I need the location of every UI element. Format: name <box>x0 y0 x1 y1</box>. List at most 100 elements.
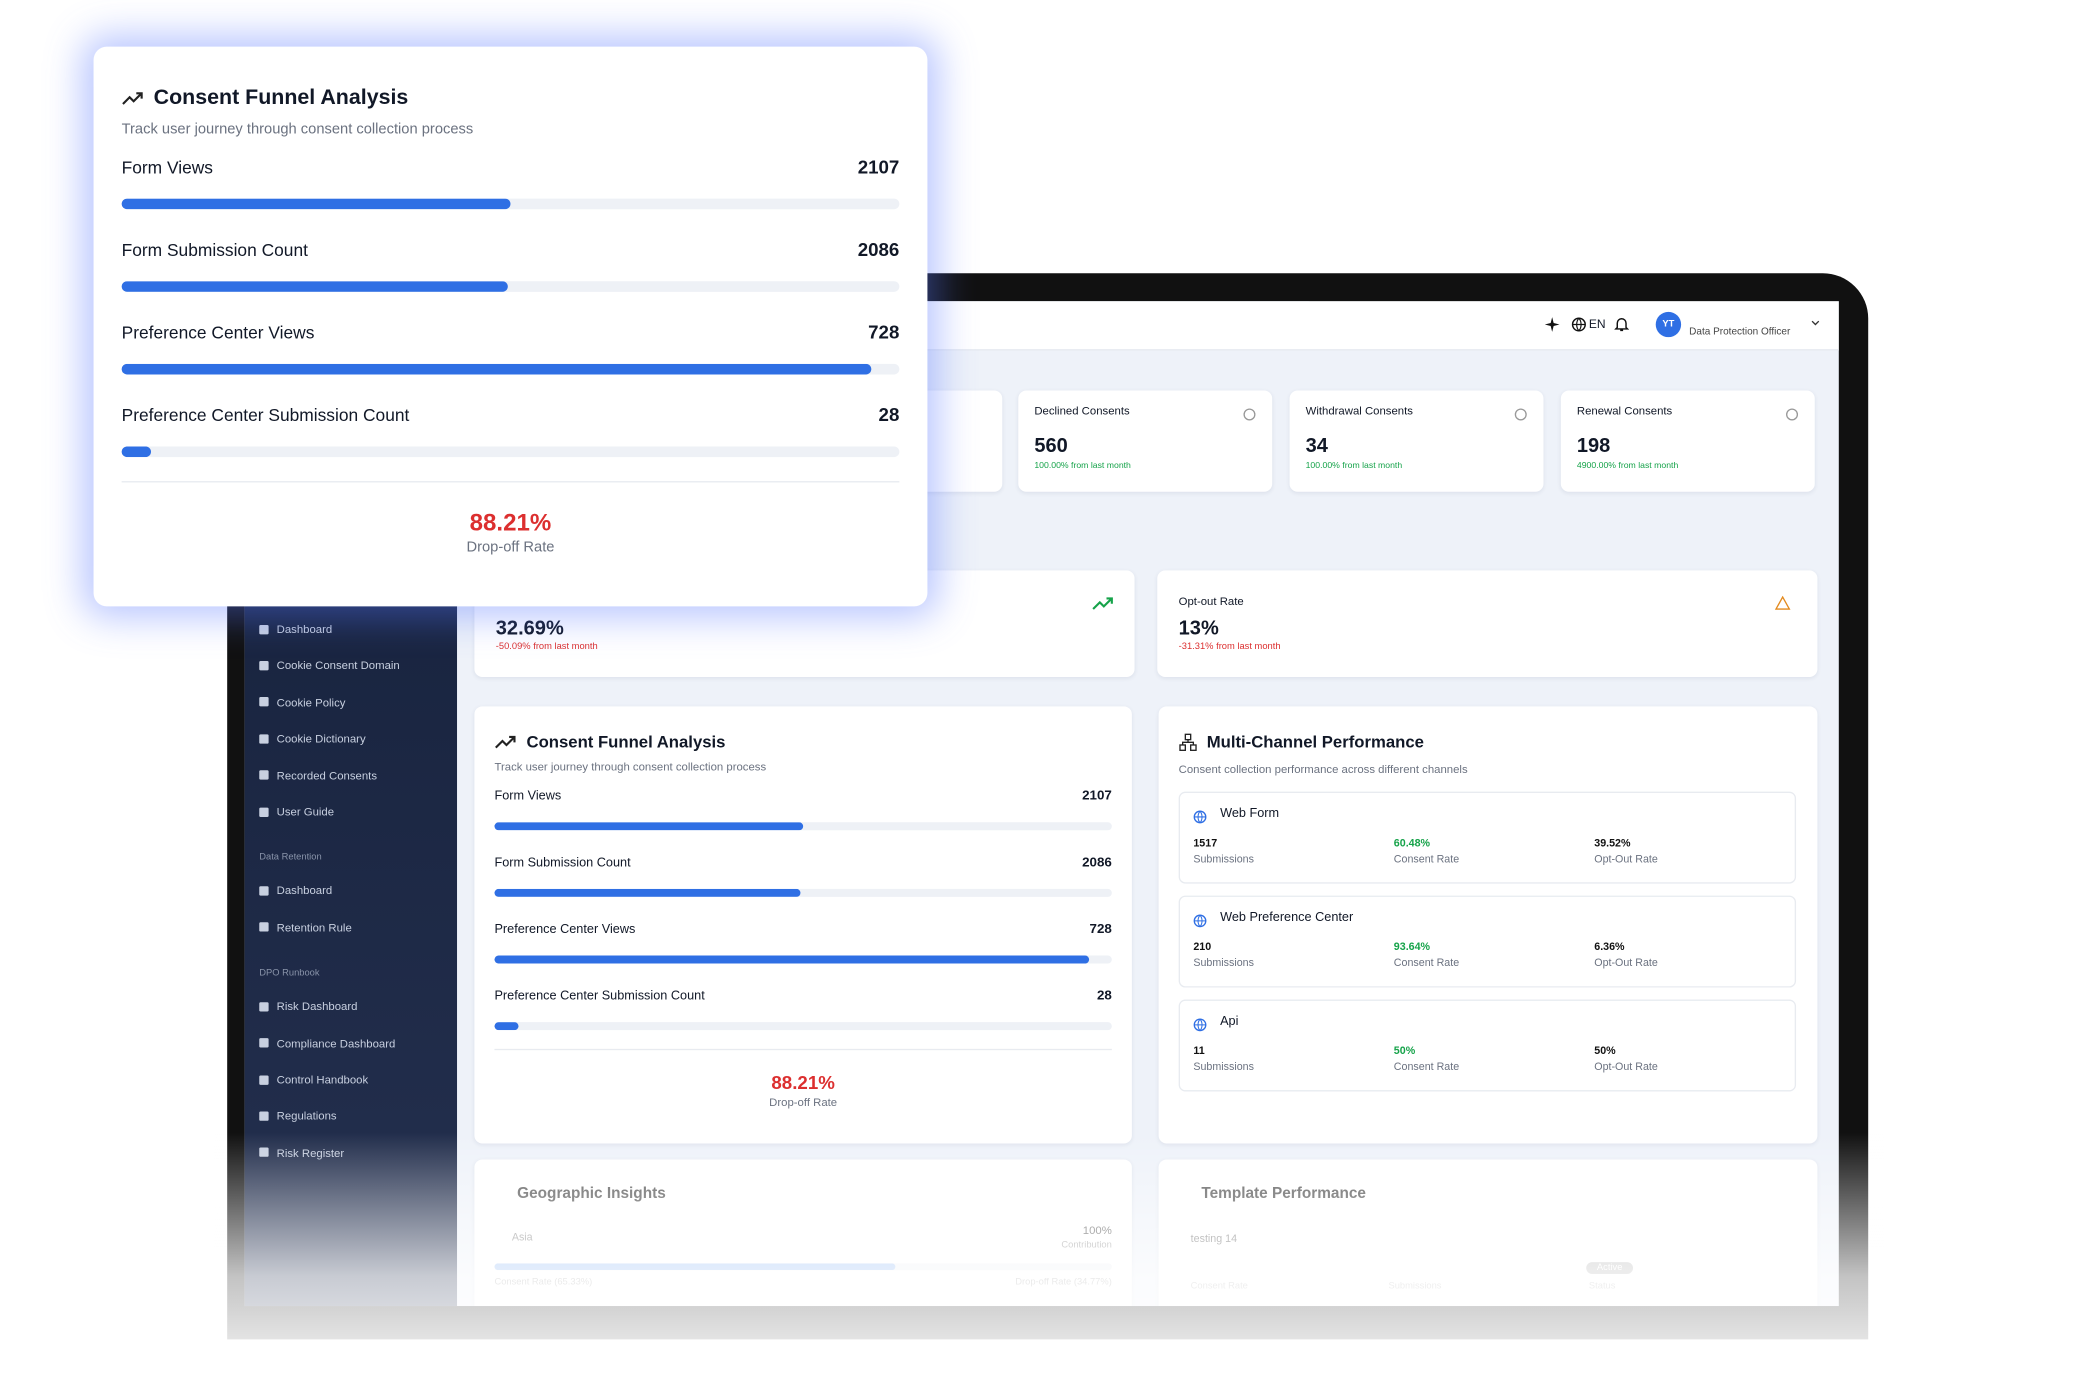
channel-value: 1517 <box>1193 836 1218 849</box>
channel-value: 6.36% <box>1594 940 1625 953</box>
funnel-header: Consent Funnel Analysis <box>122 87 900 111</box>
network-icon-svg <box>1179 733 1197 751</box>
sidebar-icon <box>259 922 269 932</box>
bottom-fade <box>213 1132 1885 1394</box>
drop-off-value: 88.21% <box>469 509 552 536</box>
sidebar-item-label: Control Handbook <box>276 1072 369 1087</box>
sidebar-item[interactable]: Risk Dashboard <box>259 1000 357 1013</box>
metric-label: Opt-out Rate <box>1178 594 1244 608</box>
sidebar-item-label: Cookie Dictionary <box>276 731 366 746</box>
stat-label: Declined Consents <box>1034 403 1130 418</box>
drop-off-value: 88.21% <box>771 1071 835 1093</box>
sidebar-item[interactable]: Retention Rule <box>259 921 352 934</box>
funnel-row-head: Form Submission Count 2086 <box>494 852 1111 873</box>
metric-change: -50.09% from last month <box>495 642 598 652</box>
funnel-label: Form Submission Count <box>121 239 308 260</box>
funnel-row-head: Form Views 2107 <box>494 785 1111 806</box>
funnel-label: Form Views <box>121 156 214 177</box>
funnel-row-head: Form Submission Count 2086 <box>122 236 900 263</box>
sidebar-item-label: Regulations <box>276 1109 337 1123</box>
funnel-body: Consent Funnel Analysis Track user journe… <box>474 706 1131 1109</box>
channel-value-label: Submissions <box>1193 852 1254 865</box>
sidebar-item-label: Compliance Dashboard <box>276 1036 396 1050</box>
sidebar-icon <box>259 733 269 744</box>
funnel-label: Form Views <box>494 788 562 803</box>
progress-fill <box>494 955 1090 964</box>
funnel-row-head: Preference Center Submission Count 28 <box>494 985 1111 1006</box>
sidebar-icon <box>259 886 269 896</box>
progress-track <box>121 281 900 292</box>
channel-value-label: Opt-Out Rate <box>1594 956 1658 969</box>
funnel-label: Preference Center Submission Count <box>121 404 410 425</box>
funnel-label: Preference Center Submission Count <box>494 988 705 1003</box>
funnel-row: Preference Center Submission Count 28 <box>121 401 900 458</box>
sidebar-item[interactable]: Dashboard <box>259 622 332 636</box>
sidebar-item[interactable]: User Guide <box>259 805 334 818</box>
progress-track <box>494 822 1112 831</box>
funnel-title: Consent Funnel Analysis <box>526 732 726 752</box>
globe-icon <box>1193 1014 1207 1038</box>
language[interactable]: EN <box>1588 317 1606 331</box>
funnel-label: Preference Center Views <box>494 921 636 937</box>
sidebar-item[interactable]: Regulations <box>259 1109 337 1123</box>
channel-value-label: Consent Rate <box>1393 956 1460 969</box>
sidebar-item[interactable]: Control Handbook <box>259 1073 368 1086</box>
stat-label: Withdrawal Consents <box>1305 403 1413 418</box>
avatar[interactable]: YT <box>1655 311 1682 338</box>
funnel-value: 728 <box>1089 921 1112 937</box>
user-role[interactable]: Data Protection Officer <box>1689 325 1791 338</box>
funnel-value: 2107 <box>1082 788 1112 803</box>
globe-icon[interactable] <box>1571 317 1587 332</box>
stat-icon-svg <box>1786 408 1799 421</box>
channel-value: 39.52% <box>1594 836 1631 849</box>
sidebar-item[interactable]: Recorded Consents <box>259 768 377 782</box>
funnel-row-head: Preference Center Views 728 <box>494 918 1111 939</box>
stat-value: 198 <box>1576 434 1611 458</box>
channel-value: 93.64% <box>1393 940 1431 953</box>
stat-card: Renewal Consents 198 4900.00% from last mo… <box>1560 390 1815 492</box>
sidebar-item-label: Risk Dashboard <box>276 999 358 1014</box>
progress-track <box>121 363 900 375</box>
bell-icon[interactable] <box>1614 316 1629 332</box>
chevron[interactable] <box>1811 320 1820 327</box>
sidebar-item[interactable]: Cookie Dictionary <box>259 731 366 746</box>
progress-fill <box>121 281 508 292</box>
globe-icon-svg <box>1193 1018 1207 1032</box>
stat-card: Withdrawal Consents 34 100.00% from last m… <box>1289 390 1544 492</box>
channel-value-label: Submissions <box>1193 1060 1254 1073</box>
stat-value: 560 <box>1034 434 1068 458</box>
funnel-header: Consent Funnel Analysis <box>494 733 1111 752</box>
sidebar-item[interactable]: Cookie Policy <box>259 695 346 709</box>
stat-icon-svg <box>1514 408 1527 421</box>
divider <box>494 1048 1112 1051</box>
sidebar-item-label: Cookie Policy <box>276 695 346 709</box>
network-icon <box>1179 733 1198 752</box>
channel-name: Web Preference Center <box>1220 910 1354 925</box>
metric-icon <box>1774 594 1796 618</box>
trend-icon-svg <box>495 735 516 749</box>
stat-label: Renewal Consents <box>1576 403 1673 418</box>
channels-subtitle: Consent collection performance across di… <box>1178 762 1468 776</box>
progress-fill <box>121 363 872 375</box>
sidebar-item[interactable]: Cookie Consent Domain <box>259 659 400 672</box>
channel-value-label: Submissions <box>1193 956 1254 969</box>
funnel-title: Consent Funnel Analysis <box>153 86 409 110</box>
sidebar-icon <box>259 1001 269 1012</box>
stat-icon <box>1785 404 1799 428</box>
funnel-label: Preference Center Views <box>121 321 315 342</box>
channel-name: Api <box>1220 1014 1239 1029</box>
channels-title: Multi-Channel Performance <box>1206 732 1424 752</box>
trend-icon <box>494 734 516 750</box>
sidebar-item[interactable]: Compliance Dashboard <box>259 1036 396 1050</box>
funnel-value: 2086 <box>1082 854 1112 870</box>
sidebar-icon <box>259 697 269 707</box>
funnel-row-head: Preference Center Views 728 <box>122 319 900 346</box>
stat-value: 34 <box>1305 434 1328 458</box>
funnel-row: Preference Center Views 728 <box>494 918 1112 964</box>
stat-icon <box>1514 404 1527 428</box>
sparkle-icon <box>1544 317 1560 332</box>
trend-icon-svg <box>122 92 143 105</box>
sidebar-icon <box>259 1038 269 1048</box>
sidebar-icon <box>259 1074 269 1085</box>
sidebar-item[interactable]: Dashboard <box>259 884 332 897</box>
